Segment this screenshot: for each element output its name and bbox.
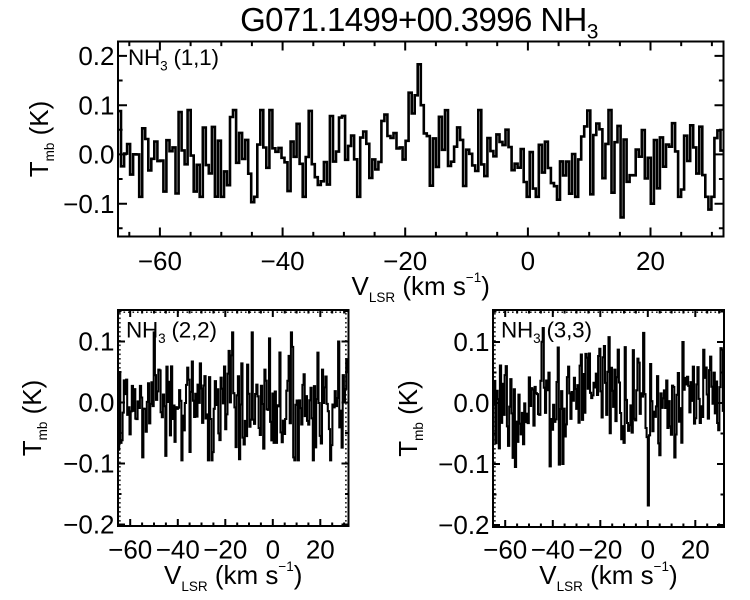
svg-text:−0.1: −0.1 (63, 189, 114, 219)
svg-text:NH3 (3,3): NH3 (3,3) (501, 318, 592, 347)
svg-text:0: 0 (641, 535, 655, 565)
svg-text:0: 0 (521, 246, 535, 276)
svg-text:0.0: 0.0 (78, 388, 114, 418)
svg-text:−40: −40 (531, 535, 575, 565)
svg-text:−0.2: −0.2 (63, 510, 114, 540)
svg-text:−40: −40 (261, 246, 305, 276)
svg-text:Tmb (K): Tmb (K) (393, 380, 426, 457)
svg-text:0.2: 0.2 (78, 41, 114, 71)
svg-text:−20: −20 (383, 246, 427, 276)
svg-text:0: 0 (266, 535, 280, 565)
svg-text:0.1: 0.1 (78, 327, 114, 357)
svg-text:−20: −20 (203, 535, 247, 565)
svg-text:−0.2: −0.2 (438, 510, 489, 540)
svg-text:20: 20 (681, 535, 710, 565)
svg-text:0.0: 0.0 (78, 140, 114, 170)
svg-text:20: 20 (636, 246, 665, 276)
svg-text:−60: −60 (108, 535, 152, 565)
svg-text:0.1: 0.1 (78, 90, 114, 120)
svg-text:Tmb (K): Tmb (K) (17, 380, 50, 457)
svg-text:Tmb (K): Tmb (K) (24, 101, 57, 178)
svg-text:G071.1499+00.3996 NH3: G071.1499+00.3996 NH3 (240, 1, 598, 44)
svg-text:NH3 (1,1): NH3 (1,1) (128, 45, 219, 74)
svg-text:0.0: 0.0 (453, 388, 489, 418)
svg-text:NH3 (2,2): NH3 (2,2) (126, 318, 217, 347)
svg-text:−40: −40 (156, 535, 200, 565)
svg-text:−0.1: −0.1 (438, 449, 489, 479)
svg-text:−0.1: −0.1 (63, 449, 114, 479)
svg-text:20: 20 (306, 535, 335, 565)
svg-text:−20: −20 (578, 535, 622, 565)
svg-text:0.1: 0.1 (453, 327, 489, 357)
svg-text:−60: −60 (483, 535, 527, 565)
svg-text:−60: −60 (138, 246, 182, 276)
